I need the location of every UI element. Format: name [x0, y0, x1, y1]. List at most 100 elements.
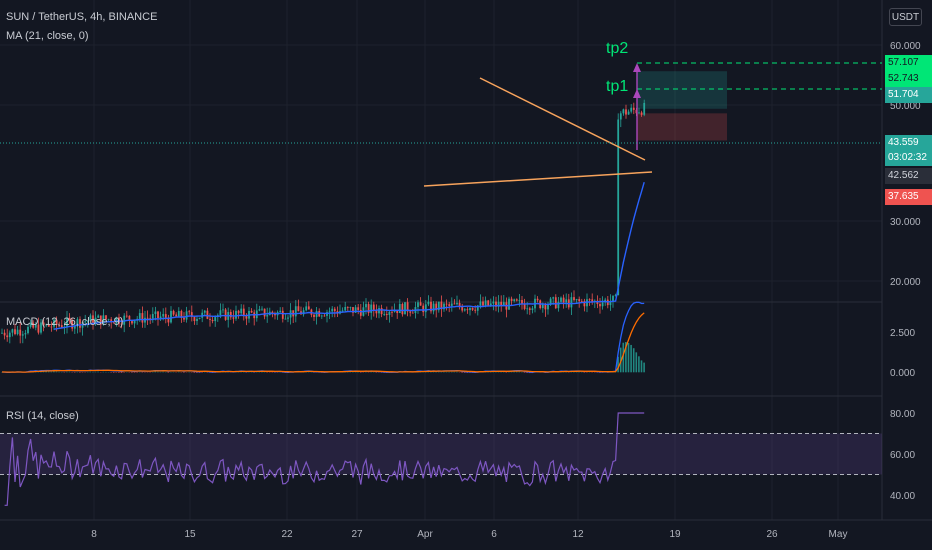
macd-histogram-bar — [640, 360, 643, 373]
candle — [489, 303, 492, 306]
candle — [453, 303, 456, 305]
rsi-tick-label: 60.00 — [890, 450, 915, 461]
candle — [263, 308, 266, 317]
candle — [183, 317, 185, 320]
candle — [320, 315, 323, 317]
candle — [53, 319, 55, 327]
candle — [196, 318, 198, 322]
time-tick-label: 19 — [669, 529, 681, 540]
macd-histogram-bar — [53, 371, 55, 373]
candle — [323, 315, 326, 317]
candle — [510, 298, 513, 301]
candle — [547, 304, 549, 310]
rsi-band — [0, 433, 882, 475]
rsi-pane — [0, 412, 882, 506]
candle — [73, 325, 76, 329]
candle — [445, 303, 448, 305]
macd-histogram-bar — [118, 372, 120, 373]
candle — [466, 309, 469, 311]
candle — [133, 320, 136, 324]
candle — [531, 308, 534, 310]
candle — [437, 301, 440, 311]
candle — [456, 302, 458, 305]
candle — [97, 315, 100, 318]
candle — [58, 324, 61, 326]
tp2-price-label: 57.107 — [885, 55, 932, 71]
candle — [515, 299, 518, 301]
candle — [562, 297, 565, 303]
macd-histogram-bar — [643, 362, 645, 373]
candle — [396, 309, 399, 314]
candle — [406, 302, 409, 312]
last-price-label: 43.559 — [885, 135, 932, 151]
time-tick-label: 26 — [766, 529, 778, 540]
candle — [79, 319, 81, 328]
candle — [344, 307, 347, 311]
candle — [222, 309, 224, 311]
candle — [258, 309, 261, 311]
candle — [333, 308, 336, 312]
candle — [432, 303, 435, 312]
price-tick-label: 50.000 — [890, 101, 921, 112]
candle — [557, 301, 560, 309]
price-tick-label: 60.000 — [890, 41, 921, 52]
candle — [24, 333, 27, 335]
candle — [237, 310, 240, 314]
candle — [115, 317, 118, 324]
macd-legend: MACD (12, 26, close, 9) — [6, 316, 124, 328]
currency-button[interactable]: USDT — [889, 8, 922, 26]
macd-histogram-bar — [630, 344, 632, 373]
candle — [435, 303, 438, 311]
candle — [523, 304, 526, 309]
candle — [401, 303, 404, 315]
time-tick-label: 12 — [572, 529, 584, 540]
target-lines — [633, 62, 882, 150]
tp1-annotation: tp1 — [606, 78, 629, 95]
candle — [211, 319, 214, 322]
time-tick-label: 8 — [91, 529, 97, 540]
candle — [346, 307, 349, 308]
macd-histogram-bar — [625, 342, 627, 373]
candle — [164, 314, 167, 318]
entry-price-label: 42.562 — [885, 168, 932, 184]
candle — [102, 315, 105, 325]
macd-histogram-bar — [112, 372, 115, 373]
candle — [229, 311, 232, 318]
candle — [3, 332, 6, 336]
macd-histogram-bar — [115, 372, 118, 373]
candle — [632, 107, 635, 110]
macd-pane — [1, 301, 645, 374]
candle — [297, 306, 300, 312]
macd-histogram-bar — [627, 342, 630, 373]
candle — [16, 329, 19, 335]
macd-histogram-bar — [513, 371, 515, 373]
candle — [240, 308, 243, 314]
candle — [274, 313, 276, 316]
candle — [315, 311, 318, 317]
candle — [66, 317, 68, 327]
ma-line — [53, 182, 645, 330]
candle — [500, 301, 503, 307]
macd-histogram-bar — [110, 372, 112, 373]
candle — [34, 324, 37, 328]
candle — [11, 329, 14, 333]
price-tick-label: 20.000 — [890, 277, 921, 288]
macd-histogram-bar — [523, 372, 526, 373]
time-tick-label: 22 — [281, 529, 293, 540]
macd-histogram-bar — [196, 372, 198, 373]
candle — [55, 319, 58, 325]
candle — [76, 319, 79, 326]
candle — [536, 298, 539, 301]
time-tick-label: 27 — [351, 529, 363, 540]
rsi-tick-label: 80.00 — [890, 409, 915, 420]
candle — [214, 317, 217, 322]
macd-histogram-bar — [123, 372, 125, 373]
candle — [578, 299, 581, 302]
candle — [27, 326, 29, 334]
candle — [21, 334, 24, 336]
candle — [45, 324, 48, 326]
macd-histogram-bar — [89, 371, 92, 373]
macd-histogram-bar — [505, 372, 508, 373]
candle — [284, 318, 287, 320]
candle — [92, 315, 94, 325]
